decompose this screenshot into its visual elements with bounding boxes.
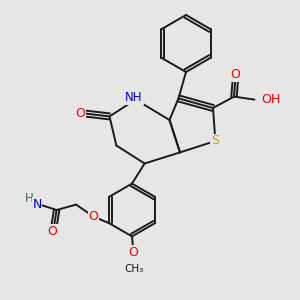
Text: S: S bbox=[212, 134, 219, 148]
Text: NH: NH bbox=[125, 91, 143, 104]
Text: O: O bbox=[76, 107, 85, 120]
Text: O: O bbox=[47, 225, 57, 238]
Text: H: H bbox=[25, 191, 34, 205]
Text: CH₃: CH₃ bbox=[125, 264, 144, 274]
Text: O: O bbox=[88, 210, 98, 223]
Text: O: O bbox=[231, 68, 240, 81]
Text: O: O bbox=[129, 245, 138, 259]
Text: OH: OH bbox=[261, 93, 280, 106]
Text: N: N bbox=[32, 197, 42, 211]
